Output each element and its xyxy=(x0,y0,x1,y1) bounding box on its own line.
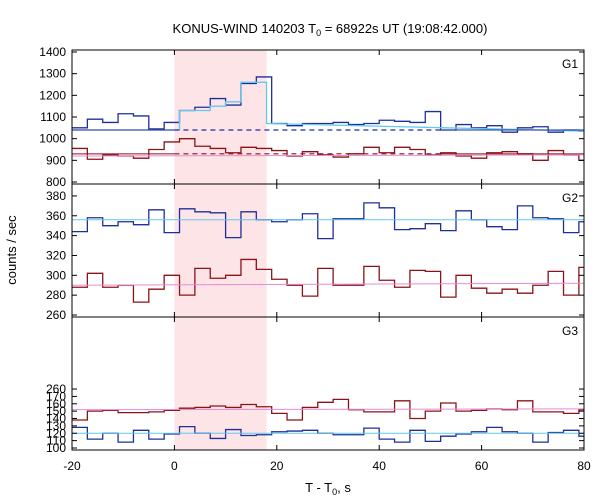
chart-title-sub: 0 xyxy=(316,28,321,38)
x-tick-label-0: -20 xyxy=(63,459,81,473)
plot-layer: 80090010001100120013001400G1260280300320… xyxy=(39,45,591,473)
y-tick-label-g2-4: 340 xyxy=(46,229,66,243)
y-tick-label-g2-2: 300 xyxy=(46,268,66,282)
series-g1-red-1 xyxy=(72,138,584,161)
y-tick-label-g1-5: 1300 xyxy=(39,67,66,81)
series-g1-blue-0 xyxy=(72,76,584,133)
x-axis-label-rest: , s xyxy=(337,480,351,495)
y-tick-label-g3-5: 150 xyxy=(46,404,66,418)
y-tick-label-g2-1: 280 xyxy=(46,288,66,302)
baseline-g3-pink-0 xyxy=(71,408,585,411)
x-tick-label-4: 60 xyxy=(475,459,489,473)
y-tick-label-g3-3: 130 xyxy=(46,419,66,433)
baseline-g2-pink-1 xyxy=(71,282,585,286)
chart-title: KONUS-WIND 140203 T0 = 68922s UT (19:08:… xyxy=(173,21,488,38)
x-tick-label-5: 80 xyxy=(577,459,591,473)
y-tick-label-g1-6: 1400 xyxy=(39,45,66,59)
panel-label-g2: G2 xyxy=(562,191,578,205)
x-tick-label-2: 20 xyxy=(270,459,284,473)
y-tick-label-g1-1: 900 xyxy=(46,153,66,167)
x-axis-label-sub: 0 xyxy=(332,487,337,497)
y-tick-label-g2-0: 260 xyxy=(46,308,66,322)
y-tick-label-g1-4: 1200 xyxy=(39,88,66,102)
y-tick-label-g3-2: 120 xyxy=(46,426,66,440)
y-tick-label-g2-5: 360 xyxy=(46,209,66,223)
y-tick-label-g3-4: 140 xyxy=(46,412,66,426)
chart-title-main: KONUS-WIND 140203 T xyxy=(173,21,317,36)
y-tick-label-g1-3: 1100 xyxy=(40,110,66,124)
y-tick-label-g2-3: 320 xyxy=(46,248,66,262)
series-g1-cyan-2 xyxy=(72,81,585,132)
y-tick-label-g3-8: 260 xyxy=(46,382,66,396)
chart-title-rest: = 68922s UT (19:08:42.000) xyxy=(321,21,487,36)
panel-label-g3: G3 xyxy=(562,324,578,338)
y-tick-label-g1-0: 800 xyxy=(46,175,66,189)
x-axis-label: T - T0, s xyxy=(305,480,351,497)
y-axis-label: counts / sec xyxy=(4,215,19,285)
y-tick-label-g2-6: 380 xyxy=(46,189,66,203)
series-g2-blue-0 xyxy=(72,202,584,240)
x-tick-label-1: 0 xyxy=(171,459,178,473)
panel-frame-g3 xyxy=(71,316,585,451)
x-axis-label-main: T - T xyxy=(305,480,332,495)
y-tick-label-g3-0: 100 xyxy=(46,441,66,455)
panel-label-g1: G1 xyxy=(562,57,578,71)
y-tick-label-g1-2: 1000 xyxy=(39,132,66,146)
y-tick-label-g3-6: 160 xyxy=(46,397,66,411)
baseline-g1-pink-2 xyxy=(71,154,585,157)
x-tick-label-3: 40 xyxy=(373,459,387,473)
series-g2-red-1 xyxy=(72,258,584,303)
y-tick-label-g3-7: 170 xyxy=(46,389,66,403)
y-tick-label-g3-1: 110 xyxy=(47,434,66,448)
highlight-band xyxy=(174,50,267,450)
